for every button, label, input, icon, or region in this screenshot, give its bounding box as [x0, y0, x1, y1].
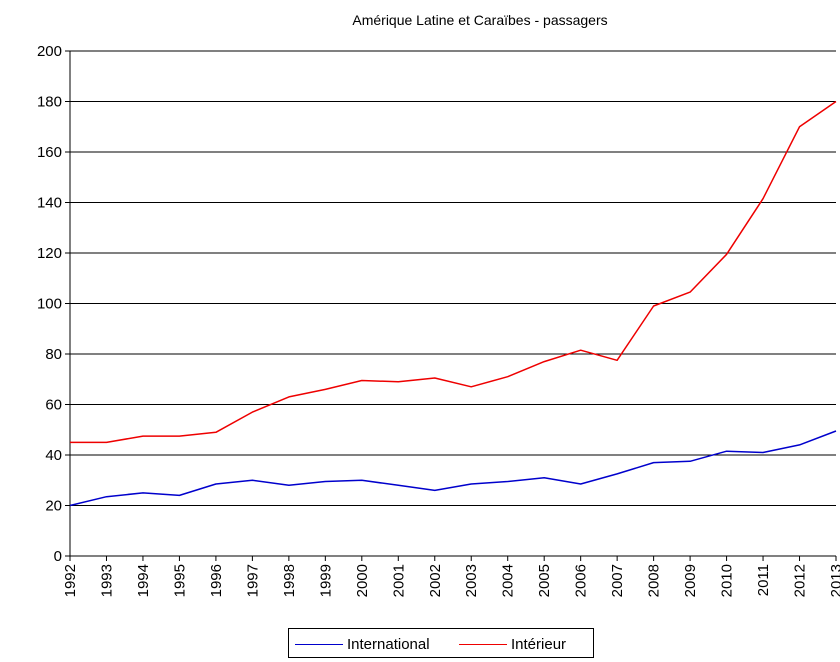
series-line-0 [69, 430, 837, 507]
x-tick-label: 1994 [135, 564, 152, 597]
x-tick-label: 2001 [390, 564, 407, 597]
y-tick-label: 200 [37, 43, 62, 60]
axes [69, 51, 836, 557]
legend-label-interieur: Intérieur [511, 635, 567, 653]
x-tick-label: 2009 [682, 564, 699, 597]
x-tick-label: 1997 [244, 564, 261, 597]
y-tick-label: 140 [37, 195, 62, 212]
x-tick-label: 2002 [427, 564, 444, 597]
series-line-1 [70, 100, 837, 444]
y-tick-label: 20 [45, 498, 62, 515]
x-tick-label: 1999 [317, 564, 334, 597]
chart-title: Amérique Latine et Caraïbes - passagers [352, 12, 608, 28]
legend-swatch-interieur [459, 643, 507, 645]
x-tick-label: 2006 [573, 564, 590, 597]
legend-item-interieur: Intérieur [459, 635, 566, 653]
y-tick-label: 0 [54, 548, 62, 565]
legend-swatch-international [295, 643, 343, 645]
series-lines [69, 100, 837, 507]
x-tick-label: 1993 [98, 564, 115, 597]
y-tick-label: 60 [45, 397, 62, 414]
x-tick-label: 2013 [828, 564, 840, 597]
x-tick-label: 2007 [609, 564, 626, 597]
legend: International Intérieur [288, 628, 594, 658]
x-tick-label: 1998 [281, 564, 298, 597]
y-axis-ticks: 0 20 40 60 80 100 120 140 160 180 200 [37, 43, 70, 565]
x-tick-label: 2004 [500, 564, 517, 597]
x-tick-label: 2000 [354, 564, 371, 597]
x-tick-label: 2010 [719, 564, 736, 597]
y-tick-label: 120 [37, 245, 62, 262]
y-tick-label: 160 [37, 144, 62, 161]
x-tick-label: 2012 [792, 564, 809, 597]
x-tick-label: 1995 [171, 564, 188, 597]
x-tick-label: 2003 [463, 564, 480, 597]
x-tick-label: 1992 [62, 564, 79, 597]
x-tick-label: 2005 [536, 564, 553, 597]
x-tick-label: 2008 [646, 564, 663, 597]
y-tick-label: 80 [45, 346, 62, 363]
x-axis-ticks: 1992 1993 1994 1995 1996 1997 1998 1999 2000 2001… [62, 556, 840, 597]
gridlines [70, 50, 836, 506]
legend-item-international: International [295, 635, 430, 653]
x-tick-label: 1996 [208, 564, 225, 597]
y-tick-label: 100 [37, 296, 62, 313]
x-tick-label: 2011 [755, 564, 772, 596]
y-tick-label: 40 [45, 447, 62, 464]
y-tick-label: 180 [37, 94, 62, 111]
legend-label-international: International [347, 635, 430, 653]
